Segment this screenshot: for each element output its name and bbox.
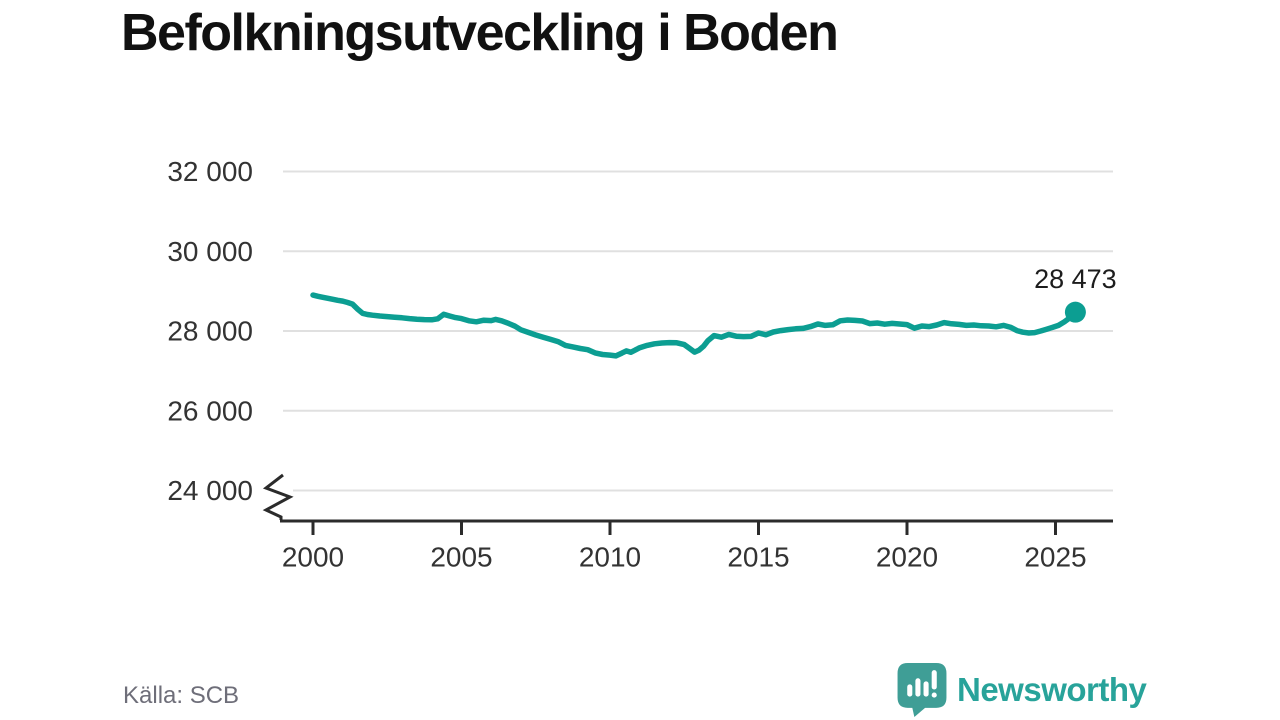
source-label: Källa: SCB bbox=[123, 682, 240, 709]
y-tick-label: 26 000 bbox=[167, 395, 253, 426]
y-tick-label: 30 000 bbox=[167, 236, 253, 267]
bar-chart-glyph bbox=[907, 670, 937, 698]
speech-bubble-bar-chart-icon bbox=[897, 663, 947, 717]
latest-value-dot bbox=[1064, 301, 1086, 323]
y-tick-label: 32 000 bbox=[167, 156, 253, 187]
x-tick-label: 2025 bbox=[1024, 542, 1086, 573]
newsworthy-wordmark: Newsworthy bbox=[957, 671, 1147, 708]
x-tick-label: 2000 bbox=[282, 542, 344, 573]
y-tick-label: 24 000 bbox=[167, 475, 253, 506]
y-axis-break-icon bbox=[262, 473, 294, 520]
population-line-series bbox=[310, 292, 1079, 359]
y-tick-label: 28 000 bbox=[167, 316, 253, 347]
latest-value-label: 28 473 bbox=[1034, 264, 1117, 294]
x-tick-label: 2015 bbox=[727, 542, 789, 573]
x-tick-label: 2005 bbox=[430, 542, 492, 573]
page-title: Befolkningsutveckling i Boden bbox=[121, 4, 839, 62]
newsworthy-logo: Newsworthy bbox=[897, 663, 1147, 717]
x-tick-label: 2020 bbox=[876, 542, 938, 573]
x-tick-label: 2010 bbox=[579, 542, 641, 573]
